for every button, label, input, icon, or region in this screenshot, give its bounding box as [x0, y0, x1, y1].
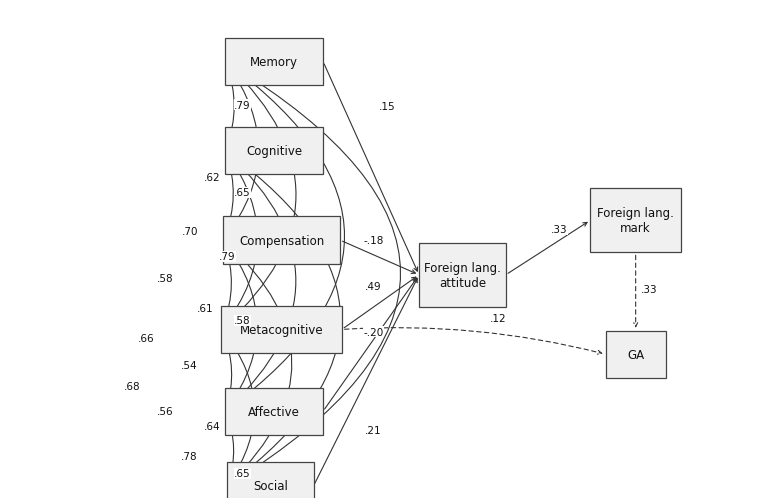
- Text: .33: .33: [641, 284, 657, 294]
- Text: .58: .58: [156, 274, 173, 284]
- FancyArrowPatch shape: [342, 241, 415, 274]
- Text: .65: .65: [234, 188, 250, 198]
- Text: Affective: Affective: [248, 405, 300, 418]
- FancyArrowPatch shape: [224, 155, 257, 327]
- Text: .12: .12: [490, 314, 507, 323]
- Text: .33: .33: [550, 225, 567, 234]
- FancyArrowPatch shape: [226, 243, 292, 483]
- Text: .62: .62: [204, 172, 221, 182]
- FancyArrowPatch shape: [324, 65, 417, 272]
- FancyArrowPatch shape: [225, 66, 258, 237]
- FancyArrowPatch shape: [228, 65, 345, 409]
- Text: .61: .61: [197, 304, 213, 314]
- Text: Memory: Memory: [250, 56, 298, 69]
- Text: .54: .54: [181, 360, 198, 370]
- FancyBboxPatch shape: [225, 388, 323, 435]
- Text: .70: .70: [181, 226, 198, 236]
- FancyBboxPatch shape: [225, 39, 323, 86]
- Text: GA: GA: [627, 348, 644, 361]
- Text: .64: .64: [204, 421, 221, 431]
- Text: .79: .79: [234, 100, 250, 110]
- FancyArrowPatch shape: [325, 279, 417, 409]
- Text: Social: Social: [253, 479, 288, 492]
- Text: .21: .21: [365, 425, 382, 435]
- Text: .49: .49: [365, 281, 382, 291]
- Text: .78: .78: [181, 450, 198, 460]
- FancyArrowPatch shape: [226, 66, 235, 148]
- FancyBboxPatch shape: [419, 243, 505, 308]
- FancyBboxPatch shape: [606, 331, 666, 378]
- FancyArrowPatch shape: [222, 244, 231, 326]
- Text: .66: .66: [137, 334, 154, 344]
- Text: Foreign lang.
attitude: Foreign lang. attitude: [424, 262, 501, 289]
- FancyArrowPatch shape: [225, 244, 257, 408]
- FancyArrowPatch shape: [345, 328, 602, 355]
- FancyArrowPatch shape: [228, 64, 401, 484]
- Text: .56: .56: [156, 406, 173, 416]
- Text: Cognitive: Cognitive: [246, 145, 302, 158]
- FancyArrowPatch shape: [228, 154, 341, 483]
- FancyArrowPatch shape: [228, 154, 296, 409]
- FancyArrowPatch shape: [344, 278, 416, 328]
- FancyArrowPatch shape: [226, 415, 234, 482]
- FancyArrowPatch shape: [315, 279, 417, 483]
- Text: Metacognitive: Metacognitive: [240, 323, 323, 336]
- Text: Foreign lang.
mark: Foreign lang. mark: [597, 207, 674, 235]
- FancyBboxPatch shape: [222, 306, 342, 353]
- FancyBboxPatch shape: [591, 188, 681, 253]
- Text: -.18: -.18: [364, 235, 383, 245]
- Text: .79: .79: [219, 252, 235, 262]
- Text: .58: .58: [234, 316, 250, 326]
- FancyBboxPatch shape: [225, 128, 323, 175]
- Text: Compensation: Compensation: [239, 234, 324, 247]
- Text: .65: .65: [234, 468, 250, 478]
- FancyBboxPatch shape: [227, 462, 313, 501]
- FancyArrowPatch shape: [508, 223, 587, 274]
- Text: .68: .68: [124, 381, 140, 391]
- FancyArrowPatch shape: [222, 334, 231, 408]
- FancyArrowPatch shape: [634, 256, 638, 327]
- Text: .15: .15: [379, 102, 395, 112]
- FancyArrowPatch shape: [224, 65, 296, 327]
- FancyArrowPatch shape: [224, 333, 254, 482]
- FancyArrowPatch shape: [225, 155, 233, 237]
- FancyBboxPatch shape: [223, 217, 340, 264]
- Text: -.20: -.20: [364, 327, 383, 337]
